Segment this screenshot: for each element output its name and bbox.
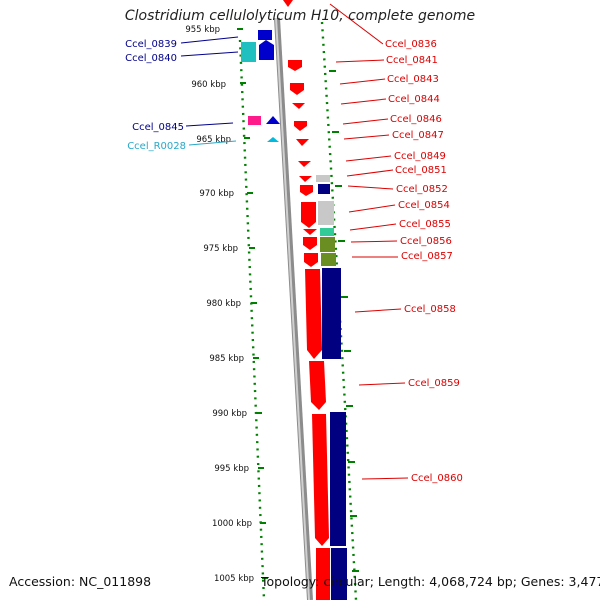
right-leaders: [329, 3, 409, 480]
gene-label-ccel-r0028[interactable]: Ccel_R0028: [127, 141, 186, 152]
forward-genes: [283, 0, 330, 600]
ruler-label: 995 kbp: [214, 464, 249, 474]
gene-label-ccel-0860[interactable]: Ccel_0860: [411, 473, 463, 484]
gene-ccel-0844[interactable]: [292, 103, 305, 109]
gene-ccel-0847[interactable]: [296, 139, 309, 146]
gene-label-ccel-0843[interactable]: Ccel_0843: [387, 74, 439, 85]
gene-ccel-0854[interactable]: [301, 202, 316, 228]
ruler-label: 965 kbp: [196, 135, 231, 145]
gene-ccel-0843[interactable]: [290, 83, 304, 95]
gene-label-ccel-0858[interactable]: Ccel_0858: [404, 304, 456, 315]
gene-label-ccel-0855[interactable]: Ccel_0855: [399, 219, 451, 230]
gene-label-ccel-0854[interactable]: Ccel_0854: [398, 200, 450, 211]
gene-label-ccel-0852[interactable]: Ccel_0852: [396, 184, 448, 195]
gene-label-ccel-0851[interactable]: Ccel_0851: [395, 165, 447, 176]
cog-box-magenta: [248, 116, 261, 125]
gene-label-ccel-0857[interactable]: Ccel_0857: [401, 251, 453, 262]
accession-text: Accession: NC_011898: [9, 574, 152, 589]
gene-label-ccel-0859[interactable]: Ccel_0859: [408, 378, 460, 389]
gene-ccel-0836[interactable]: [283, 0, 293, 7]
gene-label-ccel-0839[interactable]: Ccel_0839: [125, 39, 177, 50]
gene-ccel-0851[interactable]: [299, 176, 312, 182]
gene-ccel-0858[interactable]: [305, 269, 322, 359]
genome-backbone: [274, 17, 313, 600]
gene-label-ccel-0841[interactable]: Ccel_0841: [386, 55, 438, 66]
left-features: [241, 30, 280, 142]
gene-ccel-0845[interactable]: [266, 116, 280, 124]
cog-column: [316, 175, 347, 600]
ruler-label: 970 kbp: [199, 189, 234, 199]
gene-label-ccel-0840[interactable]: Ccel_0840: [125, 53, 177, 64]
ruler-label: 960 kbp: [191, 80, 226, 90]
gene-label-ccel-0844[interactable]: Ccel_0844: [388, 94, 440, 105]
gene-ccel-0852[interactable]: [300, 185, 313, 196]
gene-ccel-0856[interactable]: [303, 237, 317, 250]
ruler-label: 1000 kbp: [212, 519, 252, 529]
genome-stats-text: Topology: circular; Length: 4,068,724 bp…: [261, 574, 600, 589]
left-leaders: [180, 36, 239, 146]
gene-label-ccel-0845[interactable]: Ccel_0845: [132, 122, 184, 133]
ruler-label: 955 kbp: [185, 25, 220, 35]
map-title: Clostridium cellulolyticum H10, complete…: [124, 8, 476, 24]
rna-ccel-r0028[interactable]: [267, 137, 279, 142]
ruler-label: 975 kbp: [203, 244, 238, 254]
gene-ccel-0841[interactable]: [288, 60, 302, 71]
gene-ccel-0859[interactable]: [309, 361, 326, 410]
gene-label-ccel-0847[interactable]: Ccel_0847: [392, 130, 444, 141]
gene-ccel-0839[interactable]: [258, 30, 272, 40]
gene-ccel-0840[interactable]: [259, 40, 274, 60]
ruler-label: 985 kbp: [209, 354, 244, 364]
ruler-label: 980 kbp: [206, 299, 241, 309]
ruler-ticks: [237, 28, 359, 579]
ruler-label: 990 kbp: [212, 409, 247, 419]
gene-ccel-0846[interactable]: [294, 121, 307, 131]
gene-ccel-0855[interactable]: [303, 229, 317, 235]
gene-label-ccel-0849[interactable]: Ccel_0849: [394, 151, 446, 162]
gene-label-ccel-0846[interactable]: Ccel_0846: [390, 114, 442, 125]
ruler-label: 1005 kbp: [214, 574, 254, 584]
gene-label-ccel-0856[interactable]: Ccel_0856: [400, 236, 452, 247]
gene-ccel-0860[interactable]: [312, 414, 329, 546]
cog-box-cyan: [241, 42, 256, 62]
gene-ccel-0857[interactable]: [304, 253, 318, 267]
gene-ccel-0849[interactable]: [298, 161, 311, 167]
gene-label-ccel-0836[interactable]: Ccel_0836: [385, 39, 437, 50]
